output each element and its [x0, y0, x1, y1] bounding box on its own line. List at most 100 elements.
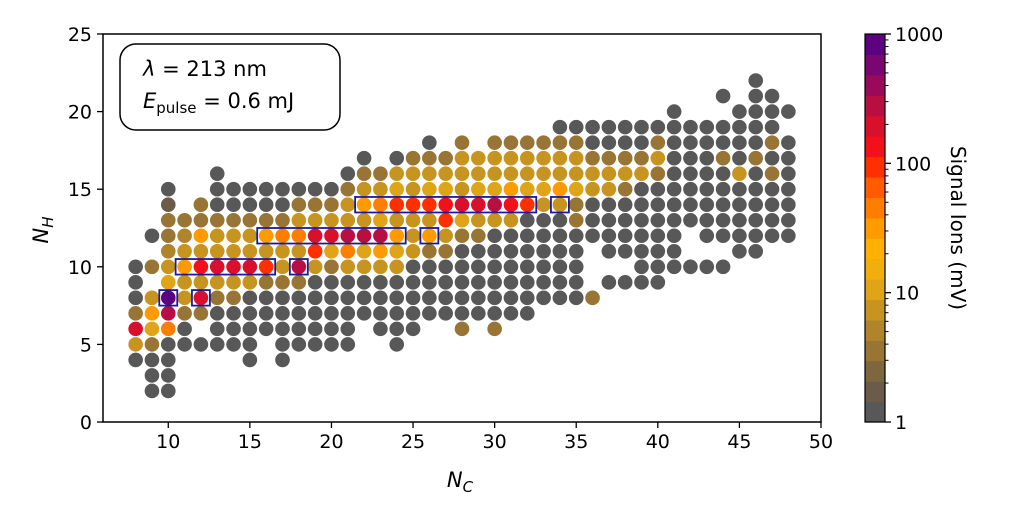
- data-point: [324, 228, 339, 244]
- data-point: [454, 135, 470, 150]
- data-point: [389, 181, 405, 197]
- data-point: [258, 212, 274, 228]
- data-point: [275, 228, 290, 244]
- data-point: [356, 259, 372, 275]
- data-point: [650, 243, 666, 259]
- data-point: [307, 197, 323, 213]
- data-point: [748, 150, 764, 166]
- data-point: [454, 150, 470, 166]
- colorbar-segment: [865, 197, 885, 219]
- data-point: [340, 259, 356, 275]
- data-point: [160, 181, 176, 197]
- data-point: [242, 306, 258, 321]
- data-point: [487, 166, 502, 181]
- data-point: [617, 150, 633, 166]
- data-point: [683, 119, 698, 135]
- data-point: [422, 275, 437, 290]
- data-point: [519, 290, 535, 306]
- colorbar-ticks: 1 10 100 1000: [885, 24, 943, 434]
- data-point: [422, 150, 437, 166]
- data-point: [764, 197, 780, 213]
- data-point: [405, 166, 421, 181]
- data-point: [291, 243, 307, 259]
- data-point: [356, 290, 372, 306]
- data-point: [209, 275, 225, 290]
- data-point: [193, 228, 209, 244]
- data-point: [209, 197, 225, 213]
- data-point: [160, 243, 176, 259]
- data-point: [764, 104, 780, 119]
- data-point: [226, 181, 241, 197]
- data-point: [781, 197, 796, 213]
- data-point: [715, 212, 731, 228]
- data-point: [128, 321, 143, 337]
- data-point: [405, 150, 421, 166]
- data-point: [193, 275, 209, 290]
- data-point: [503, 166, 519, 181]
- data-point: [471, 181, 486, 197]
- data-point: [732, 166, 747, 181]
- data-point: [389, 197, 405, 213]
- highlight-box: [354, 196, 538, 214]
- data-point: [487, 306, 502, 321]
- data-point: [340, 166, 356, 181]
- data-point: [275, 243, 290, 259]
- data-point: [650, 135, 666, 150]
- data-point: [356, 197, 372, 213]
- data-point: [258, 259, 274, 275]
- data-point: [781, 135, 796, 150]
- data-point: [748, 104, 764, 119]
- data-point: [291, 306, 307, 321]
- data-point: [209, 243, 225, 259]
- data-point: [781, 104, 796, 119]
- data-point: [307, 212, 323, 228]
- data-point: [193, 197, 209, 213]
- highlight-box: [550, 196, 570, 214]
- data-point: [340, 337, 356, 352]
- x-tick-label: 25: [401, 431, 425, 453]
- data-point: [307, 306, 323, 321]
- data-point: [552, 243, 568, 259]
- data-point: [438, 181, 453, 197]
- data-point: [160, 290, 176, 306]
- data-point: [422, 135, 437, 150]
- data-point: [764, 135, 780, 150]
- data-point: [781, 228, 796, 244]
- data-point: [373, 228, 388, 244]
- data-point: [128, 275, 143, 290]
- data-point: [536, 228, 551, 244]
- data-point: [242, 321, 258, 337]
- data-point: [764, 119, 780, 135]
- data-point: [209, 290, 225, 306]
- y-tick-label: 0: [80, 412, 92, 434]
- data-point: [666, 166, 682, 181]
- data-point: [160, 212, 176, 228]
- data-point: [715, 119, 731, 135]
- data-point: [291, 228, 307, 244]
- data-point: [275, 337, 290, 352]
- data-point: [699, 197, 715, 213]
- data-point: [144, 259, 160, 275]
- highlight-box: [419, 227, 440, 245]
- data-point: [487, 228, 502, 244]
- data-point: [764, 212, 780, 228]
- data-point: [209, 259, 225, 275]
- data-point: [242, 290, 258, 306]
- data-point: [422, 166, 437, 181]
- data-point: [536, 243, 551, 259]
- data-point: [389, 228, 405, 244]
- data-point: [601, 135, 617, 150]
- data-point: [160, 321, 176, 337]
- data-point: [585, 135, 600, 150]
- data-point: [242, 228, 258, 244]
- y-tick-label: 15: [68, 179, 92, 201]
- data-point: [275, 181, 290, 197]
- x-axis-label: NC: [447, 468, 474, 496]
- highlight-box: [174, 258, 277, 276]
- data-point: [242, 212, 258, 228]
- data-point: [699, 181, 715, 197]
- data-point: [340, 275, 356, 290]
- data-point: [422, 259, 437, 275]
- data-point: [275, 197, 290, 213]
- data-point: [487, 212, 502, 228]
